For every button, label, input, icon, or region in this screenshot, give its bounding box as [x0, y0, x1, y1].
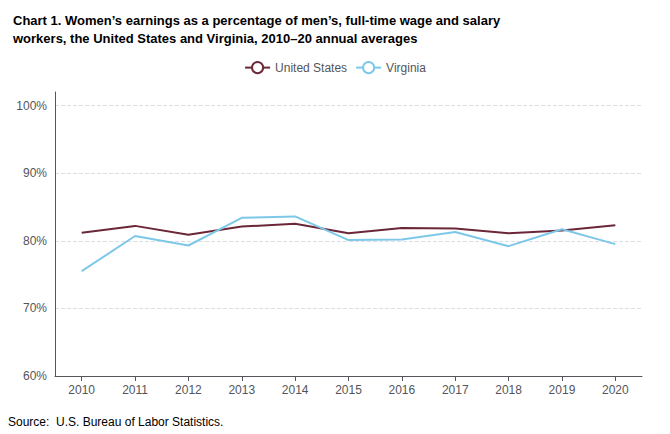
svg-text:2019: 2019 — [549, 383, 576, 397]
svg-text:2017: 2017 — [442, 383, 469, 397]
svg-text:2016: 2016 — [389, 383, 416, 397]
svg-text:workers, the United States and: workers, the United States and Virginia,… — [12, 31, 417, 46]
svg-text:70%: 70% — [23, 301, 47, 315]
svg-text:2014: 2014 — [282, 383, 309, 397]
svg-text:2015: 2015 — [335, 383, 362, 397]
svg-text:100%: 100% — [16, 99, 47, 113]
svg-text:Chart 1. Women’s earnings as a: Chart 1. Women’s earnings as a percentag… — [13, 13, 501, 28]
svg-text:2018: 2018 — [495, 383, 522, 397]
svg-text:United States: United States — [275, 61, 347, 75]
svg-text:60%: 60% — [23, 369, 47, 383]
svg-text:Source: U.S. Bureau of Labor: Source: U.S. Bureau of Labor Statistics. — [8, 415, 223, 429]
svg-text:80%: 80% — [23, 234, 47, 248]
svg-text:2013: 2013 — [228, 383, 255, 397]
svg-text:2011: 2011 — [122, 383, 148, 397]
svg-text:90%: 90% — [23, 166, 47, 180]
svg-text:2010: 2010 — [68, 383, 95, 397]
svg-text:Virginia: Virginia — [386, 61, 426, 75]
svg-text:2020: 2020 — [602, 383, 629, 397]
svg-text:2012: 2012 — [175, 383, 202, 397]
